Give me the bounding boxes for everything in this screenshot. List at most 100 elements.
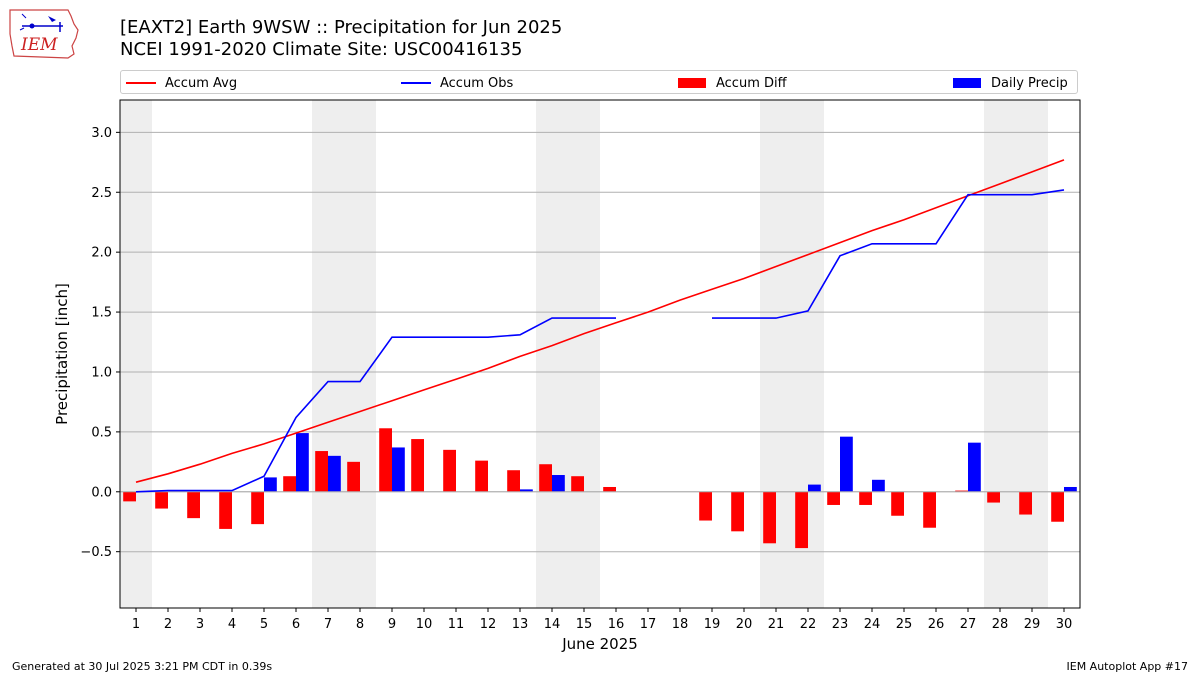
y-tick-label: −0.5 — [80, 545, 112, 560]
bar-daily-precip — [1064, 486, 1077, 492]
chart-legend: Accum Avg Accum Obs Accum Diff Daily Pre… — [120, 70, 1078, 94]
x-tick-label: 2 — [164, 617, 172, 632]
logo-text: IEM — [21, 35, 58, 55]
bar-daily-precip — [968, 442, 981, 492]
x-tick-label: 18 — [672, 617, 689, 632]
weekend-band — [312, 100, 344, 608]
bar-accum-diff — [123, 491, 136, 502]
legend-item-daily-precip: Daily Precip — [953, 71, 1068, 95]
y-tick-label: 0.5 — [91, 425, 112, 440]
weekend-band — [984, 100, 1016, 608]
x-tick-label: 12 — [480, 617, 497, 632]
bar-accum-diff — [475, 460, 488, 492]
x-tick-label: 1 — [132, 617, 140, 632]
legend-item-accum-obs: Accum Obs — [401, 71, 513, 95]
x-axis-label: June 2025 — [561, 635, 638, 653]
x-tick-label: 21 — [768, 617, 785, 632]
y-tick-label: 2.5 — [91, 186, 112, 201]
bar-accum-diff — [507, 470, 520, 492]
x-tick-label: 20 — [736, 617, 753, 632]
plot-frame — [119, 99, 1081, 609]
x-tick-label: 3 — [196, 617, 204, 632]
bar-accum-diff — [1019, 491, 1032, 515]
y-axis-label: Precipitation [inch] — [53, 283, 71, 425]
bar-accum-diff — [699, 491, 712, 521]
bar-accum-diff — [251, 491, 264, 525]
bar-accum-diff — [347, 461, 360, 492]
bar-accum-diff — [379, 428, 392, 492]
bar-accum-diff — [219, 491, 232, 529]
line-accum-obs — [135, 317, 616, 493]
weekend-band — [1016, 100, 1048, 608]
bar-daily-precip — [808, 484, 821, 492]
iowa-map-icon — [9, 9, 79, 59]
legend-swatch-daily-precip — [953, 78, 981, 88]
weekend-band — [536, 100, 568, 608]
y-tick-label: 3.0 — [91, 126, 112, 141]
bar-accum-diff — [923, 491, 936, 528]
bar-accum-diff — [539, 464, 552, 492]
x-tick-label: 16 — [608, 617, 625, 632]
bar-accum-diff — [955, 490, 968, 492]
x-tick-label: 8 — [356, 617, 364, 632]
y-tick-label: 1.5 — [91, 306, 112, 321]
bar-daily-precip — [392, 447, 405, 492]
bar-accum-diff — [187, 491, 200, 519]
bar-accum-diff — [1051, 491, 1064, 522]
x-tick-label: 29 — [1024, 617, 1041, 632]
bar-daily-precip — [840, 436, 853, 492]
app-note: IEM Autoplot App #17 — [1066, 660, 1189, 673]
bar-accum-diff — [731, 491, 744, 532]
bar-accum-diff — [443, 449, 456, 492]
legend-label-accum-diff: Accum Diff — [716, 75, 787, 91]
legend-swatch-accum-diff — [678, 78, 706, 88]
bar-accum-diff — [795, 491, 808, 549]
chart-subtitle: NCEI 1991-2020 Climate Site: USC00416135 — [120, 39, 523, 60]
bar-accum-diff — [859, 491, 872, 505]
weekend-band — [344, 100, 376, 608]
bar-daily-precip — [296, 433, 309, 492]
x-tick-label: 23 — [832, 617, 849, 632]
x-tick-label: 15 — [576, 617, 593, 632]
legend-label-accum-avg: Accum Avg — [165, 75, 238, 91]
bar-daily-precip — [552, 475, 565, 492]
x-tick-label: 28 — [992, 617, 1009, 632]
x-tick-label: 17 — [640, 617, 657, 632]
weekend-band — [568, 100, 600, 608]
bar-accum-diff — [827, 491, 840, 505]
bar-accum-diff — [987, 491, 1000, 503]
line-accum-obs — [712, 189, 1065, 319]
x-tick-label: 22 — [800, 617, 817, 632]
legend-label-daily-precip: Daily Precip — [991, 75, 1068, 91]
legend-item-accum-diff: Accum Diff — [678, 71, 787, 95]
legend-label-accum-obs: Accum Obs — [440, 75, 514, 91]
chart-title: [EAXT2] Earth 9WSW :: Precipitation for … — [120, 17, 563, 38]
legend-swatch-accum-obs — [401, 82, 431, 84]
x-tick-label: 25 — [896, 617, 913, 632]
x-tick-label: 10 — [416, 617, 433, 632]
x-tick-label: 5 — [260, 617, 268, 632]
line-accum-avg — [135, 159, 1065, 483]
bar-daily-precip — [328, 455, 341, 492]
bar-accum-diff — [763, 491, 776, 544]
x-tick-label: 9 — [388, 617, 396, 632]
legend-swatch-accum-avg — [126, 82, 156, 84]
bar-accum-diff — [891, 491, 904, 516]
bar-daily-precip — [872, 479, 885, 492]
bar-accum-diff — [571, 476, 584, 492]
x-tick-label: 24 — [864, 617, 881, 632]
bar-accum-diff — [603, 486, 616, 492]
x-tick-label: 11 — [448, 617, 465, 632]
x-tick-label: 27 — [960, 617, 977, 632]
bar-accum-diff — [411, 439, 424, 492]
bar-accum-diff — [283, 476, 296, 492]
legend-item-accum-avg: Accum Avg — [126, 71, 237, 95]
bar-daily-precip — [520, 489, 533, 492]
x-tick-label: 13 — [512, 617, 529, 632]
x-tick-label: 7 — [324, 617, 332, 632]
bar-accum-diff — [155, 491, 168, 509]
y-tick-label: 0.0 — [91, 485, 112, 500]
x-tick-label: 26 — [928, 617, 945, 632]
bar-accum-diff — [315, 451, 328, 492]
